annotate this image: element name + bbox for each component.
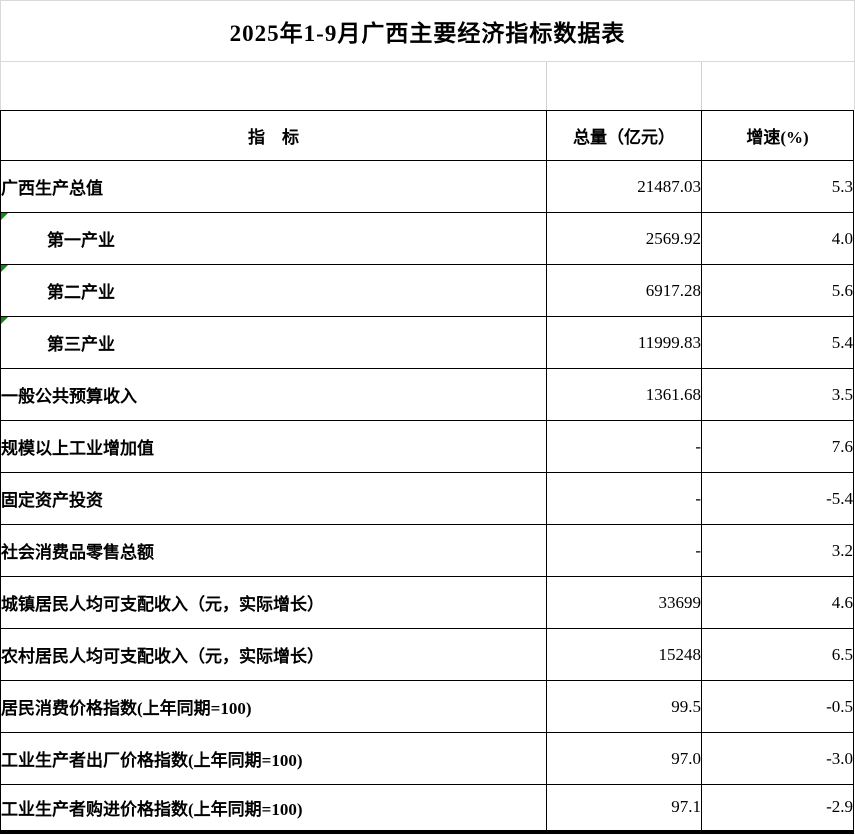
indicator-label: 第二产业 (47, 283, 115, 302)
indicator-cell[interactable]: 居民消费价格指数(上年同期=100) (0, 680, 547, 733)
indicator-cell[interactable]: 广西生产总值 (0, 160, 547, 213)
growth-cell[interactable]: 5.6 (701, 264, 854, 317)
growth-cell[interactable]: 6.5 (701, 628, 854, 681)
growth-cell[interactable]: 5.3 (701, 160, 854, 213)
table-row: 社会消费品零售总额 - 3.2 (0, 524, 854, 577)
growth-cell[interactable]: -2.9 (701, 784, 854, 834)
total-cell[interactable]: - (546, 472, 702, 525)
total-cell[interactable]: 1361.68 (546, 368, 702, 421)
indicator-cell[interactable]: 固定资产投资 (0, 472, 547, 525)
indicator-cell[interactable]: 规模以上工业增加值 (0, 420, 547, 473)
table-row: 工业生产者购进价格指数(上年同期=100) 97.1 -2.9 (0, 784, 854, 834)
table-row: 一般公共预算收入 1361.68 3.5 (0, 368, 854, 421)
empty-row[interactable] (0, 62, 855, 110)
header-indicator[interactable]: 指 标 (0, 110, 547, 161)
indicator-label: 第三产业 (47, 335, 115, 354)
table-row: 居民消费价格指数(上年同期=100) 99.5 -0.5 (0, 680, 854, 733)
page-title: 2025年1-9月广西主要经济指标数据表 (229, 21, 626, 46)
indicator-label: 第一产业 (47, 231, 115, 250)
indicator-cell[interactable]: 工业生产者出厂价格指数(上年同期=100) (0, 732, 547, 785)
indicator-cell[interactable]: 农村居民人均可支配收入（元，实际增长） (0, 628, 547, 681)
title-cell[interactable]: 2025年1-9月广西主要经济指标数据表 (0, 0, 855, 62)
total-cell[interactable]: 6917.28 (546, 264, 702, 317)
growth-cell[interactable]: 7.6 (701, 420, 854, 473)
error-flag-icon (1, 265, 8, 272)
growth-cell[interactable]: -3.0 (701, 732, 854, 785)
total-cell[interactable]: 99.5 (546, 680, 702, 733)
growth-cell[interactable]: -0.5 (701, 680, 854, 733)
indicator-cell[interactable]: 一般公共预算收入 (0, 368, 547, 421)
error-flag-icon (1, 317, 8, 324)
growth-cell[interactable]: 4.0 (701, 212, 854, 265)
indicator-cell[interactable]: 社会消费品零售总额 (0, 524, 547, 577)
table-row: 第二产业 6917.28 5.6 (0, 264, 854, 317)
indicator-cell[interactable]: 第二产业 (0, 264, 547, 317)
total-cell[interactable]: 2569.92 (546, 212, 702, 265)
growth-cell[interactable]: 3.5 (701, 368, 854, 421)
total-cell[interactable]: - (546, 420, 702, 473)
total-cell[interactable]: 97.0 (546, 732, 702, 785)
total-cell[interactable]: 33699 (546, 576, 702, 629)
growth-cell[interactable]: -5.4 (701, 472, 854, 525)
economic-indicators-table: 指 标 总量（亿元） 增速(%) 广西生产总值 21487.03 5.3 第一产… (0, 110, 854, 834)
table-row: 第一产业 2569.92 4.0 (0, 212, 854, 265)
table-row: 工业生产者出厂价格指数(上年同期=100) 97.0 -3.0 (0, 732, 854, 785)
growth-cell[interactable]: 5.4 (701, 316, 854, 369)
table-row: 农村居民人均可支配收入（元，实际增长） 15248 6.5 (0, 628, 854, 681)
table-row: 广西生产总值 21487.03 5.3 (0, 160, 854, 213)
total-cell[interactable]: - (546, 524, 702, 577)
growth-cell[interactable]: 4.6 (701, 576, 854, 629)
total-cell[interactable]: 21487.03 (546, 160, 702, 213)
error-flag-icon (1, 213, 8, 220)
total-cell[interactable]: 15248 (546, 628, 702, 681)
growth-cell[interactable]: 3.2 (701, 524, 854, 577)
table-row: 规模以上工业增加值 - 7.6 (0, 420, 854, 473)
table-row: 固定资产投资 - -5.4 (0, 472, 854, 525)
table-row: 城镇居民人均可支配收入（元，实际增长） 33699 4.6 (0, 576, 854, 629)
total-cell[interactable]: 11999.83 (546, 316, 702, 369)
indicator-cell[interactable]: 工业生产者购进价格指数(上年同期=100) (0, 784, 547, 834)
indicator-cell[interactable]: 城镇居民人均可支配收入（元，实际增长） (0, 576, 547, 629)
total-cell[interactable]: 97.1 (546, 784, 702, 834)
table-row: 第三产业 11999.83 5.4 (0, 316, 854, 369)
indicator-cell[interactable]: 第一产业 (0, 212, 547, 265)
header-row: 指 标 总量（亿元） 增速(%) (0, 110, 854, 161)
indicator-cell[interactable]: 第三产业 (0, 316, 547, 369)
column-gridline (546, 62, 547, 110)
header-growth[interactable]: 增速(%) (701, 110, 854, 161)
column-gridline (701, 62, 702, 110)
header-total[interactable]: 总量（亿元） (546, 110, 702, 161)
